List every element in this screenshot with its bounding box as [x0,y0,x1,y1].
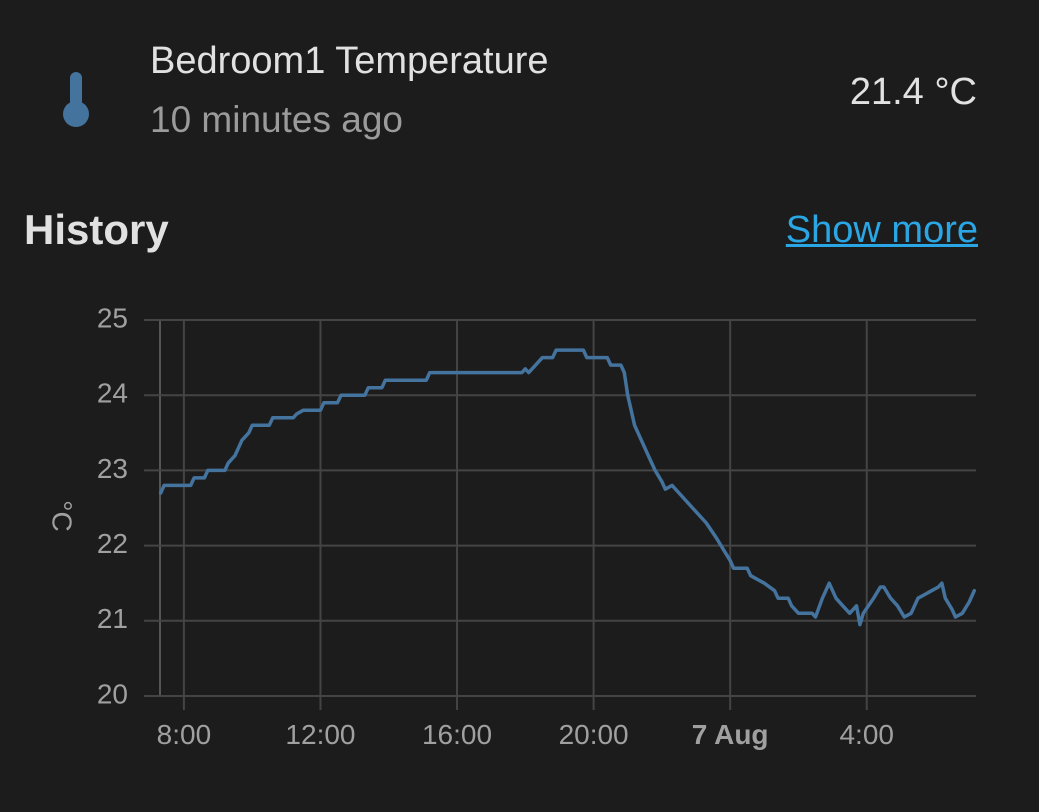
history-chart[interactable]: 20 21 22 23 24 25 8:00 12:00 16:00 20:00 7 Aug 4:0… [0,280,1039,800]
history-title: History [24,206,169,253]
x-tick-label: 4:00 [839,719,894,750]
x-tick-label: 12:00 [285,719,355,750]
series-line [158,348,977,627]
x-tick-label: 7 Aug [692,719,769,750]
chart-series [158,348,977,627]
y-tick-label: 20 [97,678,128,709]
x-tick-label: 8:00 [157,719,212,750]
entity-header: Bedroom1 Temperature 10 minutes ago 21.4… [0,0,1039,180]
y-tick-label: 22 [97,528,128,559]
y-axis: 20 21 22 23 24 25 [97,302,128,709]
entity-name: Bedroom1 Temperature [150,40,549,82]
y-tick-label: 21 [97,603,128,634]
show-more-link[interactable]: Show more [785,209,978,251]
x-axis: 8:00 12:00 16:00 20:00 7 Aug 4:00 [157,719,894,750]
thermometer-icon [63,72,89,127]
y-tick-label: 25 [97,302,128,333]
x-tick-label: 20:00 [559,719,629,750]
y-tick-label: 23 [97,453,128,484]
y-axis-label: °C [47,500,78,531]
last-changed: 10 minutes ago [150,99,404,140]
y-tick-label: 24 [97,378,128,409]
x-tick-label: 16:00 [422,719,492,750]
entity-state: 21.4 °C [849,71,977,113]
chart-grid [144,319,976,710]
